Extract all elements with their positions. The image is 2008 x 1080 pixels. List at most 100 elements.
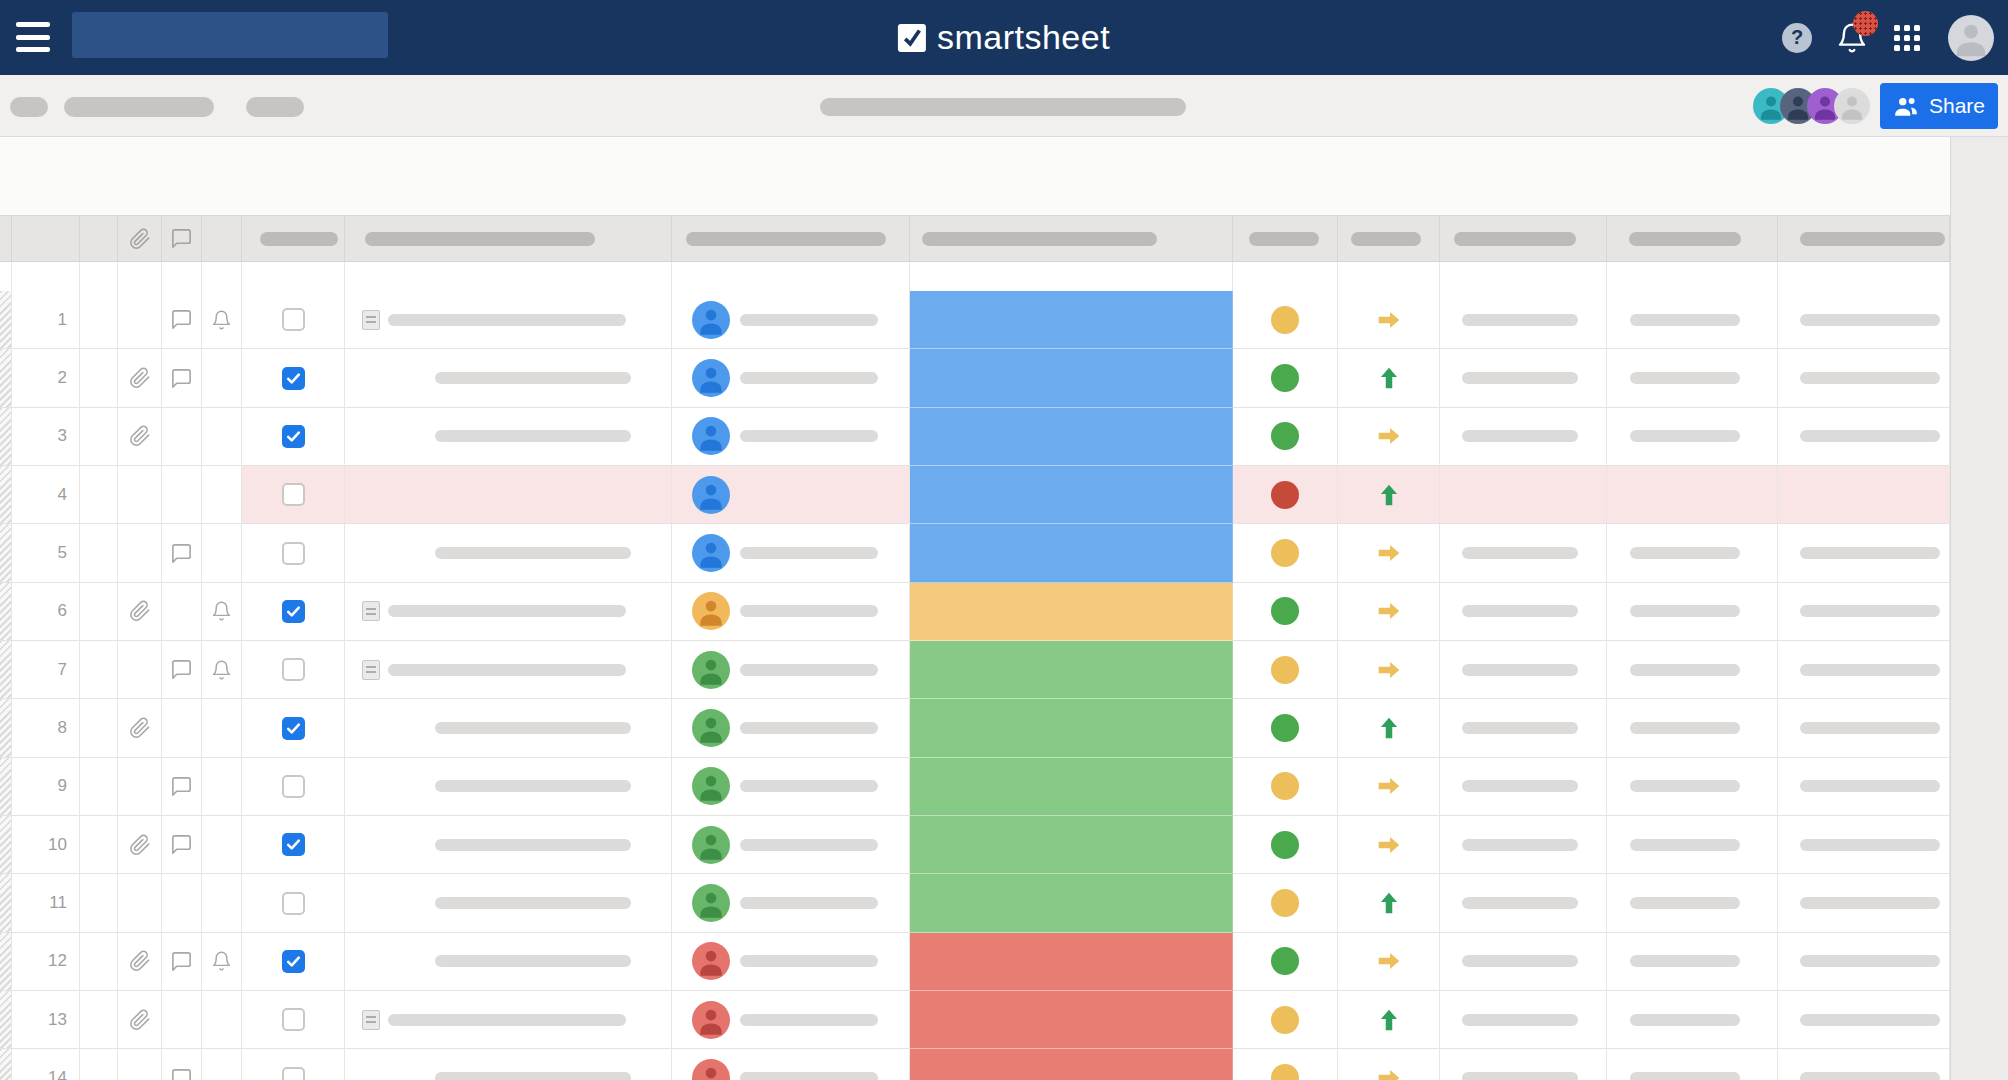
row-assigned-cell[interactable] bbox=[672, 1049, 910, 1080]
row-desc-cell[interactable] bbox=[345, 408, 672, 466]
row-checkbox[interactable] bbox=[282, 483, 305, 506]
status-color-cell[interactable] bbox=[910, 991, 1233, 1049]
row-checkbox[interactable] bbox=[282, 367, 305, 390]
status-color-cell[interactable] bbox=[910, 291, 1233, 349]
row-drag-handle[interactable] bbox=[0, 641, 12, 699]
row-bell-cell[interactable] bbox=[202, 699, 242, 757]
row-checkbox[interactable] bbox=[282, 950, 305, 973]
row-check-cell[interactable] bbox=[242, 699, 345, 757]
attachment-icon[interactable] bbox=[129, 367, 151, 389]
row-colA-cell[interactable] bbox=[1440, 524, 1607, 582]
assignee-avatar[interactable] bbox=[692, 301, 730, 339]
row-num-cell[interactable]: 12 bbox=[12, 933, 80, 991]
collaborator-avatar[interactable] bbox=[1834, 88, 1870, 124]
row-comment-cell[interactable] bbox=[162, 1049, 202, 1080]
assignee-avatar[interactable] bbox=[692, 1059, 730, 1080]
row-clip-cell[interactable] bbox=[118, 583, 162, 641]
row-dot-cell[interactable] bbox=[1233, 874, 1338, 932]
row-colC-cell[interactable] bbox=[1778, 991, 1950, 1049]
row-colB-cell[interactable] bbox=[1607, 1049, 1778, 1080]
row-comment-cell[interactable] bbox=[162, 758, 202, 816]
status-color-cell[interactable] bbox=[910, 758, 1233, 816]
row-arrow-cell[interactable] bbox=[1338, 874, 1440, 932]
row-desc-cell[interactable] bbox=[345, 1049, 672, 1080]
row-assigned-cell[interactable] bbox=[672, 699, 910, 757]
row-assigned-cell[interactable] bbox=[672, 291, 910, 349]
row-num-cell[interactable]: 10 bbox=[12, 816, 80, 874]
row-bell-cell[interactable] bbox=[202, 524, 242, 582]
row-check-cell[interactable] bbox=[242, 349, 345, 407]
row-dot-cell[interactable] bbox=[1233, 524, 1338, 582]
comment-icon[interactable] bbox=[170, 658, 193, 681]
row-checkbox[interactable] bbox=[282, 600, 305, 623]
row-num-cell[interactable]: 3 bbox=[12, 408, 80, 466]
row-assigned-cell[interactable] bbox=[672, 758, 910, 816]
header-comment-cell[interactable] bbox=[162, 216, 202, 261]
row-colB-cell[interactable] bbox=[1607, 349, 1778, 407]
row-num-cell[interactable]: 2 bbox=[12, 349, 80, 407]
row-comment-cell[interactable] bbox=[162, 933, 202, 991]
row-dot-cell[interactable] bbox=[1233, 933, 1338, 991]
row-colA-cell[interactable] bbox=[1440, 816, 1607, 874]
row-check-cell[interactable] bbox=[242, 933, 345, 991]
row-colB-cell[interactable] bbox=[1607, 641, 1778, 699]
row-colA-cell[interactable] bbox=[1440, 1049, 1607, 1080]
status-color-cell[interactable] bbox=[910, 816, 1233, 874]
assignee-avatar[interactable] bbox=[692, 417, 730, 455]
row-desc-cell[interactable] bbox=[345, 524, 672, 582]
header-colB-cell[interactable] bbox=[1607, 216, 1778, 261]
status-color-cell[interactable] bbox=[910, 874, 1233, 932]
row-colA-cell[interactable] bbox=[1440, 291, 1607, 349]
row-drag-handle[interactable] bbox=[0, 699, 12, 757]
status-color-cell[interactable] bbox=[910, 349, 1233, 407]
row-dot-cell[interactable] bbox=[1233, 291, 1338, 349]
row-bell-cell[interactable] bbox=[202, 1049, 242, 1080]
assignee-avatar[interactable] bbox=[692, 884, 730, 922]
row-drag-handle[interactable] bbox=[0, 408, 12, 466]
row-drag-handle[interactable] bbox=[0, 1049, 12, 1080]
row-colC-cell[interactable] bbox=[1778, 699, 1950, 757]
header-num-cell[interactable] bbox=[12, 216, 80, 261]
row-bell-cell[interactable] bbox=[202, 408, 242, 466]
row-colC-cell[interactable] bbox=[1778, 466, 1950, 524]
expand-row-icon[interactable] bbox=[362, 601, 380, 621]
row-colB-cell[interactable] bbox=[1607, 699, 1778, 757]
comment-icon[interactable] bbox=[170, 833, 193, 856]
collaborator-avatars[interactable] bbox=[1762, 88, 1870, 124]
row-desc-cell[interactable] bbox=[345, 699, 672, 757]
row-bell-cell[interactable] bbox=[202, 933, 242, 991]
row-assigned-cell[interactable] bbox=[672, 583, 910, 641]
row-checkbox[interactable] bbox=[282, 308, 305, 331]
row-colA-cell[interactable] bbox=[1440, 758, 1607, 816]
row-colC-cell[interactable] bbox=[1778, 583, 1950, 641]
expand-row-icon[interactable] bbox=[362, 310, 380, 330]
header-colA-cell[interactable] bbox=[1440, 216, 1607, 261]
attachment-icon[interactable] bbox=[129, 600, 151, 622]
row-colC-cell[interactable] bbox=[1778, 1049, 1950, 1080]
row-num-cell[interactable]: 14 bbox=[12, 1049, 80, 1080]
row-dot-cell[interactable] bbox=[1233, 758, 1338, 816]
row-clip-cell[interactable] bbox=[118, 758, 162, 816]
row-bell-cell[interactable] bbox=[202, 641, 242, 699]
row-comment-cell[interactable] bbox=[162, 816, 202, 874]
row-colA-cell[interactable] bbox=[1440, 583, 1607, 641]
row-clip-cell[interactable] bbox=[118, 874, 162, 932]
header-dot-cell[interactable] bbox=[1233, 216, 1338, 261]
row-colA-cell[interactable] bbox=[1440, 408, 1607, 466]
row-checkbox[interactable] bbox=[282, 1008, 305, 1031]
attachment-icon[interactable] bbox=[129, 425, 151, 447]
status-color-cell[interactable] bbox=[910, 408, 1233, 466]
row-assigned-cell[interactable] bbox=[672, 349, 910, 407]
row-arrow-cell[interactable] bbox=[1338, 991, 1440, 1049]
row-colA-cell[interactable] bbox=[1440, 641, 1607, 699]
row-assigned-cell[interactable] bbox=[672, 524, 910, 582]
row-colB-cell[interactable] bbox=[1607, 816, 1778, 874]
row-clip-cell[interactable] bbox=[118, 408, 162, 466]
row-drag-handle[interactable] bbox=[0, 291, 12, 349]
row-dot-cell[interactable] bbox=[1233, 1049, 1338, 1080]
row-colC-cell[interactable] bbox=[1778, 874, 1950, 932]
row-assigned-cell[interactable] bbox=[672, 641, 910, 699]
share-button[interactable]: Share bbox=[1880, 83, 1998, 129]
row-bell-cell[interactable] bbox=[202, 991, 242, 1049]
row-comment-cell[interactable] bbox=[162, 408, 202, 466]
